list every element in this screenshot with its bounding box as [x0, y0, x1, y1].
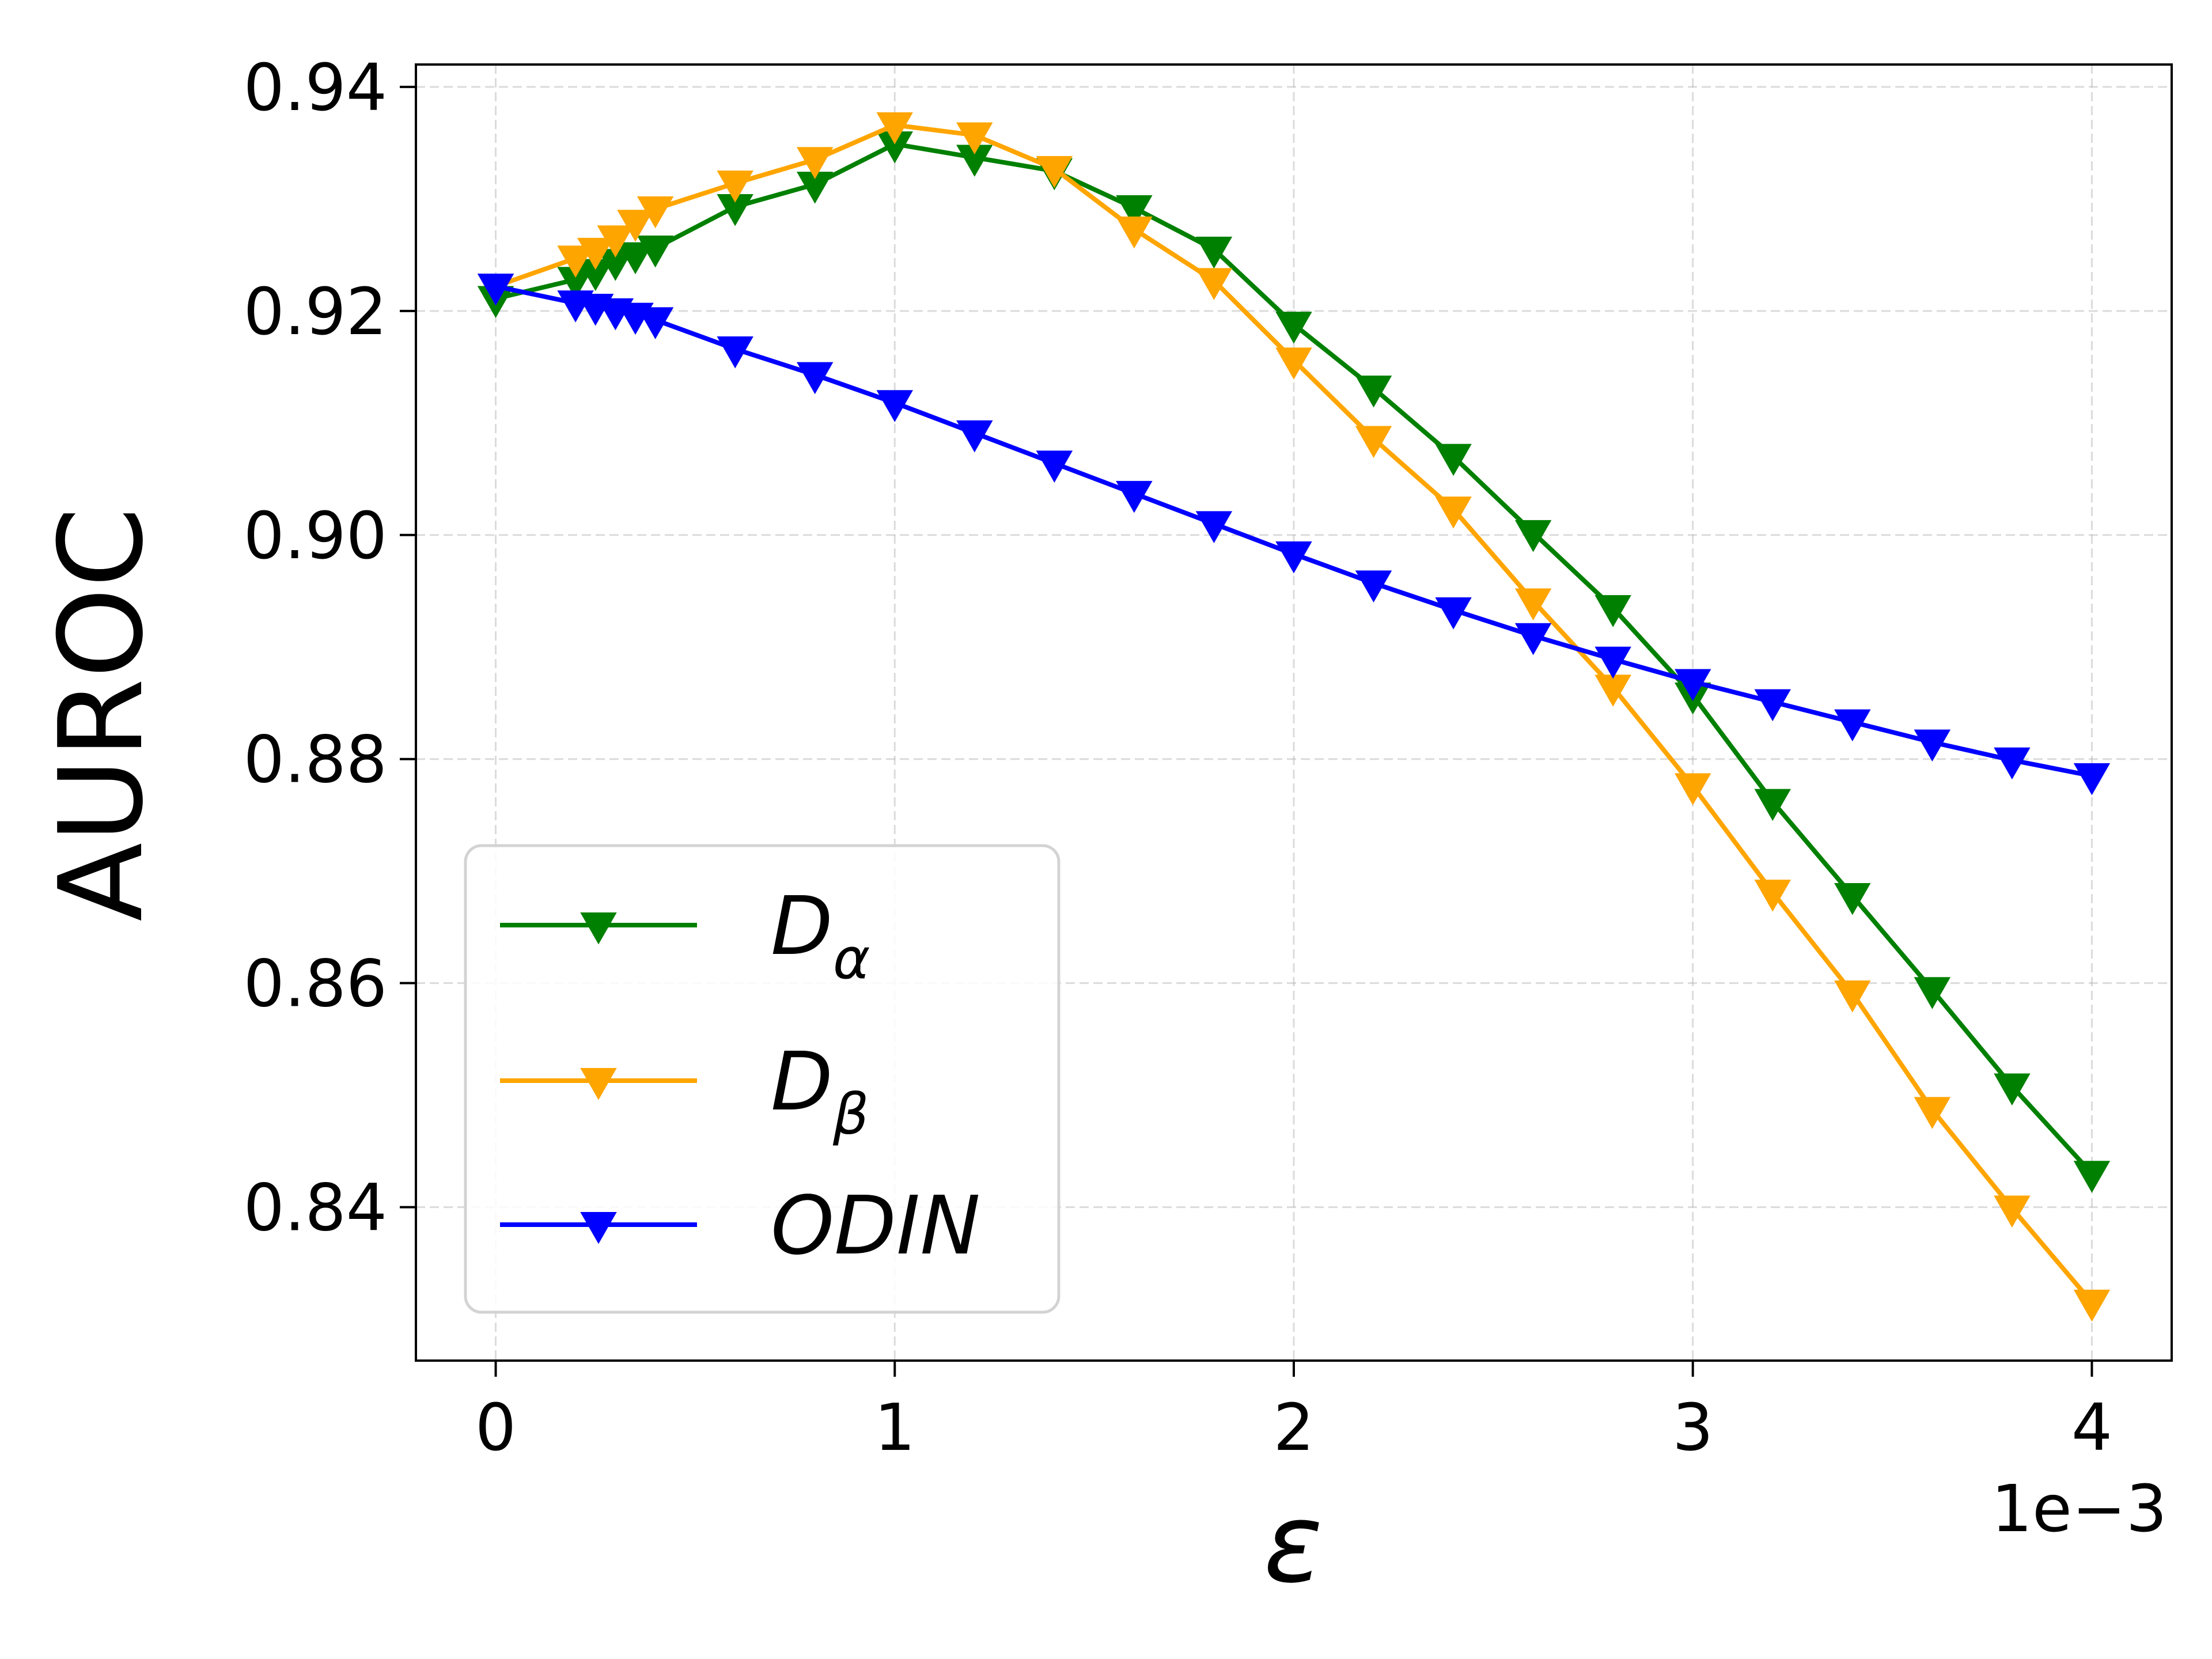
data-point	[2073, 1289, 2111, 1322]
data-point	[1914, 977, 1951, 1009]
data-point	[1514, 623, 1552, 656]
y-tick-label: 0.94	[244, 51, 387, 126]
data-point	[1834, 980, 1871, 1013]
y-tick-label: 0.86	[244, 947, 387, 1022]
data-point	[477, 274, 514, 306]
x-tick-label: 2	[1273, 1391, 1314, 1465]
x-tick-label: 3	[1672, 1391, 1713, 1465]
y-tick-label: 0.92	[244, 275, 387, 350]
data-point	[1195, 236, 1233, 269]
data-point	[1355, 376, 1392, 408]
data-point	[637, 196, 674, 229]
data-point	[1675, 669, 1711, 702]
data-point	[2073, 763, 2111, 796]
data-point	[617, 242, 654, 275]
data-point	[1834, 882, 1871, 915]
data-point	[577, 237, 614, 270]
data-point	[1116, 195, 1153, 228]
data-point	[1036, 450, 1073, 483]
data-point	[1514, 520, 1552, 552]
data-point	[637, 307, 674, 339]
legend-label: ODIN	[771, 1179, 980, 1273]
y-axis-title: AUROC	[35, 507, 169, 921]
data-point	[1514, 588, 1552, 621]
legend-marker	[580, 1068, 617, 1100]
plot-series	[477, 112, 2111, 1322]
data-point	[1116, 216, 1153, 249]
y-tick-label: 0.84	[244, 1171, 387, 1246]
x-axis-offset-text: 1e−3	[1991, 1472, 2167, 1547]
data-point	[956, 122, 993, 155]
data-point	[1914, 729, 1951, 762]
data-point	[1675, 773, 1711, 805]
data-point	[1994, 747, 2031, 780]
data-point	[1914, 1097, 1951, 1129]
series-d-β	[477, 112, 2111, 1322]
data-point	[1435, 497, 1472, 529]
y-tick-label: 0.90	[244, 499, 387, 574]
x-axis-title: ε	[1264, 1480, 1323, 1607]
x-tick-label: 0	[475, 1391, 516, 1465]
data-point	[1994, 1073, 2031, 1106]
legend-marker	[580, 1212, 617, 1244]
legend-subscript: α	[833, 926, 870, 992]
data-point	[1036, 156, 1073, 188]
y-tick-label: 0.88	[244, 723, 387, 798]
data-point	[1275, 312, 1312, 344]
data-point	[617, 210, 654, 242]
data-point	[1435, 444, 1472, 476]
data-point	[1195, 511, 1233, 543]
data-point	[956, 420, 993, 453]
data-point	[597, 225, 634, 257]
legend-box	[464, 844, 1060, 1314]
data-point	[717, 171, 753, 203]
data-point	[1594, 595, 1631, 627]
data-point	[1834, 709, 1871, 742]
data-point	[717, 336, 753, 369]
data-point	[1355, 426, 1392, 459]
data-point	[797, 362, 834, 395]
legend-marker	[580, 912, 617, 945]
data-point	[1435, 597, 1472, 630]
data-point	[876, 112, 913, 145]
data-point	[557, 245, 594, 278]
data-point	[876, 390, 913, 422]
data-point	[2073, 1161, 2111, 1193]
data-point	[1116, 480, 1153, 513]
series-odin	[477, 274, 2111, 796]
legend-subscript: β	[832, 1082, 869, 1147]
legend-entry-odin: ODIN	[500, 1179, 980, 1273]
x-tick-label: 4	[2071, 1391, 2112, 1465]
data-point	[1594, 646, 1631, 679]
data-point	[637, 235, 674, 268]
data-point	[1754, 880, 1791, 912]
axis-ticks: 0 1 2 3 4 0.84 0.86 0.88 0.90 0.92 0.94	[244, 51, 2112, 1465]
data-point	[797, 147, 834, 179]
x-tick-label: 1	[874, 1391, 915, 1465]
data-point	[1275, 541, 1312, 574]
data-point	[1195, 268, 1233, 300]
data-point	[1994, 1195, 2031, 1228]
data-point	[1754, 689, 1791, 722]
data-point	[1355, 570, 1392, 603]
data-point	[1754, 789, 1791, 821]
data-point	[1275, 347, 1312, 380]
